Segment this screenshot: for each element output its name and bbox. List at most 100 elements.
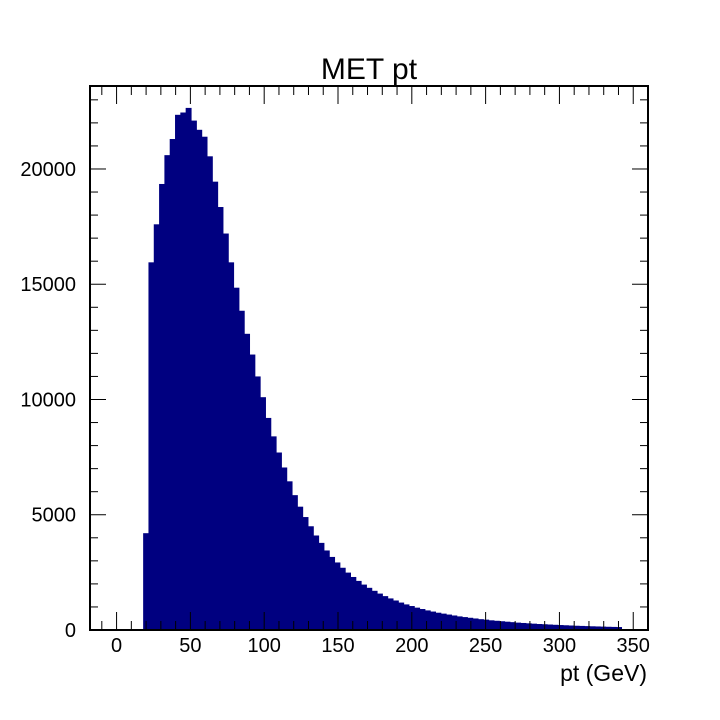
histogram-bar [307,526,314,630]
histogram-bar [153,224,160,630]
x-tick-label: 250 [469,635,502,657]
histogram-bar [605,626,612,630]
histogram-bar [270,436,277,630]
histogram-bar [562,625,569,630]
histogram-bar [339,567,346,630]
histogram-bar [382,596,389,630]
histogram-bar [440,613,447,630]
histogram-bar [573,625,580,630]
histogram-bar [169,139,176,630]
histogram-bar [504,621,511,630]
histogram-bar [196,129,203,631]
histogram-bar [387,598,394,630]
histogram-bar [488,620,495,630]
histogram-bar [424,610,431,630]
histogram-bar [233,287,240,630]
y-tick-label: 20000 [20,159,76,181]
histogram-bar [472,618,479,630]
histogram-bar [392,600,399,630]
y-tick-label: 0 [65,620,76,642]
plot-frame [89,85,649,631]
histogram-bar [297,506,304,630]
histogram-bar [536,624,543,630]
histogram-bar [281,467,288,630]
x-tick-label: 300 [543,635,576,657]
histogram-bar [180,112,187,630]
histogram-bar [589,626,596,630]
y-tick-label: 5000 [32,505,77,527]
histogram-bar [185,107,192,630]
histogram-bar [371,590,378,630]
histogram-bar [531,623,537,630]
histogram-bar [499,621,506,630]
histogram-bar [201,136,208,630]
histogram-bar [323,550,330,630]
histogram-bar [403,604,410,630]
histogram-bar [557,625,564,630]
histogram-bar [350,576,357,630]
x-tick-label: 50 [179,635,201,657]
histogram-bar [584,626,591,630]
histogram-bar [366,587,373,630]
histogram-bar [509,622,516,630]
histogram-bar [254,376,261,630]
histogram-bar [477,619,484,630]
histogram-bar [302,517,309,630]
histogram-bar [217,207,224,630]
histogram-bar [329,556,336,630]
histogram-bar [159,183,165,630]
histogram-bar [318,542,325,630]
histogram-bar [462,617,468,630]
histogram-bars [143,107,623,631]
histogram-bar [467,617,474,630]
histogram-bar [515,622,522,630]
histogram-bar [414,607,421,630]
x-tick-labels: 0 50 100 150 200 250 300 350 [111,635,650,657]
histogram-bar [148,262,155,630]
histogram-bar [435,612,442,630]
histogram-bar [547,624,553,630]
histogram-bar [355,580,362,630]
x-tick-label: 0 [111,635,122,657]
histogram-bar [244,333,251,630]
histogram-bar [568,625,575,630]
histogram-bar [594,626,601,630]
x-axis-label: pt (GeV) [560,660,647,686]
histogram-bar [578,625,585,630]
histogram-bar [451,615,458,630]
histogram-bar [222,233,229,630]
histogram-bar [600,626,607,630]
histogram-bar [206,156,213,630]
histogram-bar [446,614,452,630]
histogram-bar [493,620,500,630]
histogram-bar [430,611,437,630]
histogram-bar [212,181,219,630]
x-tick-label: 100 [248,635,281,657]
histogram-bar [175,114,181,630]
histogram-bar [610,626,617,630]
histogram-bar [190,120,197,630]
histogram-bar [419,609,426,630]
histogram-bar [286,481,293,630]
histogram-bar [291,495,298,630]
histogram-bar [345,572,351,630]
histogram-bar [520,622,527,630]
y-tick-labels: 0 5000 10000 15000 20000 [20,159,76,642]
y-tick-label: 10000 [20,390,76,412]
histogram-bar [249,354,256,630]
histogram-bar [265,417,272,630]
x-tick-label: 350 [617,635,650,657]
histogram-bar [334,562,341,630]
axis-ticks [90,86,649,631]
histogram-bar [164,155,171,630]
histogram-bar [398,602,405,630]
histogram-bar [483,619,490,630]
histogram-bar [616,627,623,630]
histogram-bar [276,452,282,630]
histogram-bar [238,310,245,630]
histogram-bar [376,593,383,630]
histogram-bar [525,623,532,630]
y-tick-label: 15000 [20,274,76,296]
x-tick-label: 150 [321,635,354,657]
